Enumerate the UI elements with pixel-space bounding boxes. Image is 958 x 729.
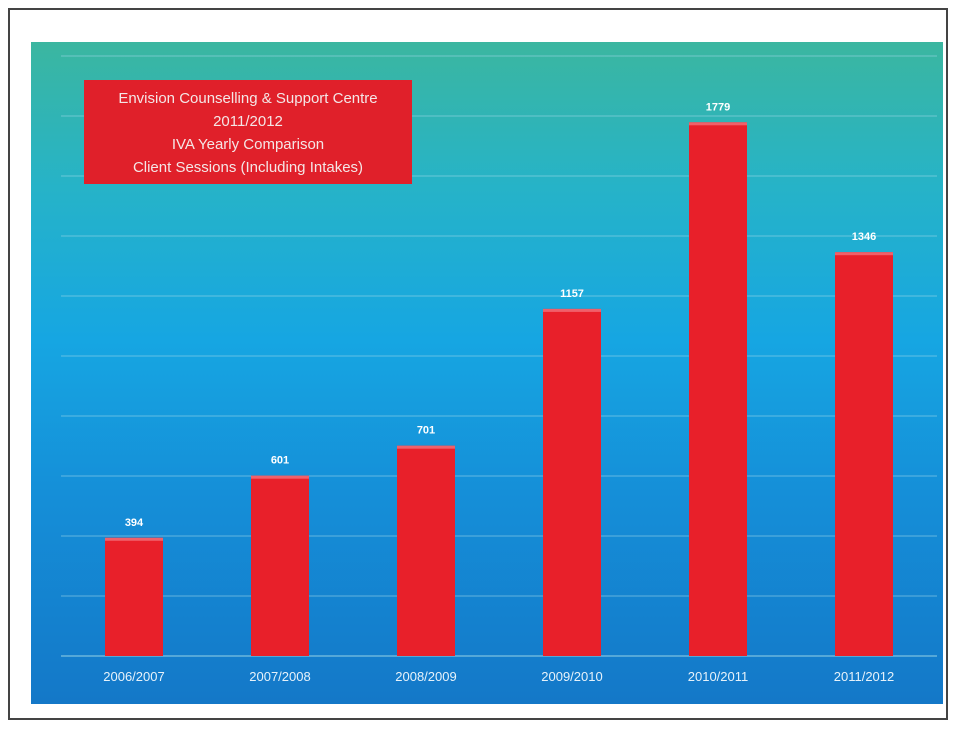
- data-label: 1346: [852, 231, 876, 243]
- x-tick-label: 2009/2010: [541, 669, 602, 684]
- data-label: 1157: [560, 288, 584, 300]
- x-tick-label: 2010/2011: [688, 669, 749, 684]
- data-label: 701: [417, 425, 435, 437]
- bar-2006-2007: [105, 537, 163, 656]
- bar-chart: 394 601 701 1157 1779 1346 2006/2007 2007/2008…: [61, 55, 937, 684]
- data-label: 394: [125, 517, 144, 529]
- chart-title-box: Envision Counselling & Support Centre 20…: [84, 80, 412, 184]
- title-line-period: 2011/2012: [213, 113, 283, 130]
- bar-2009-2010: [543, 308, 601, 656]
- x-tick-label: 2011/2012: [834, 669, 895, 684]
- data-labels: 394 601 701 1157 1779 1346: [125, 101, 876, 529]
- bar-top-highlight: [543, 308, 601, 312]
- bar-top-highlight: [689, 122, 747, 126]
- bar-top-highlight: [251, 475, 309, 479]
- data-label: 601: [271, 455, 289, 467]
- bar-top-highlight: [397, 445, 455, 449]
- x-tick-labels: 2006/2007 2007/2008 2008/2009 2009/2010 2010…: [103, 669, 894, 684]
- x-tick-label: 2007/2008: [249, 669, 310, 684]
- title-line-metric: Client Sessions (Including Intakes): [132, 159, 364, 176]
- bar-2008-2009: [397, 445, 455, 656]
- title-line-comparison: IVA Yearly Comparison: [171, 136, 325, 153]
- bar-2011-2012: [835, 252, 893, 656]
- bar-top-highlight: [105, 537, 163, 541]
- x-tick-label: 2008/2009: [395, 669, 456, 684]
- title-line-org: Envision Counselling & Support Centre: [118, 90, 378, 107]
- bar-2010-2011: [689, 122, 747, 657]
- bars: [105, 122, 893, 657]
- bar-2007-2008: [251, 475, 309, 656]
- bar-top-highlight: [835, 252, 893, 256]
- x-tick-label: 2006/2007: [103, 669, 164, 684]
- data-label: 1779: [706, 101, 730, 113]
